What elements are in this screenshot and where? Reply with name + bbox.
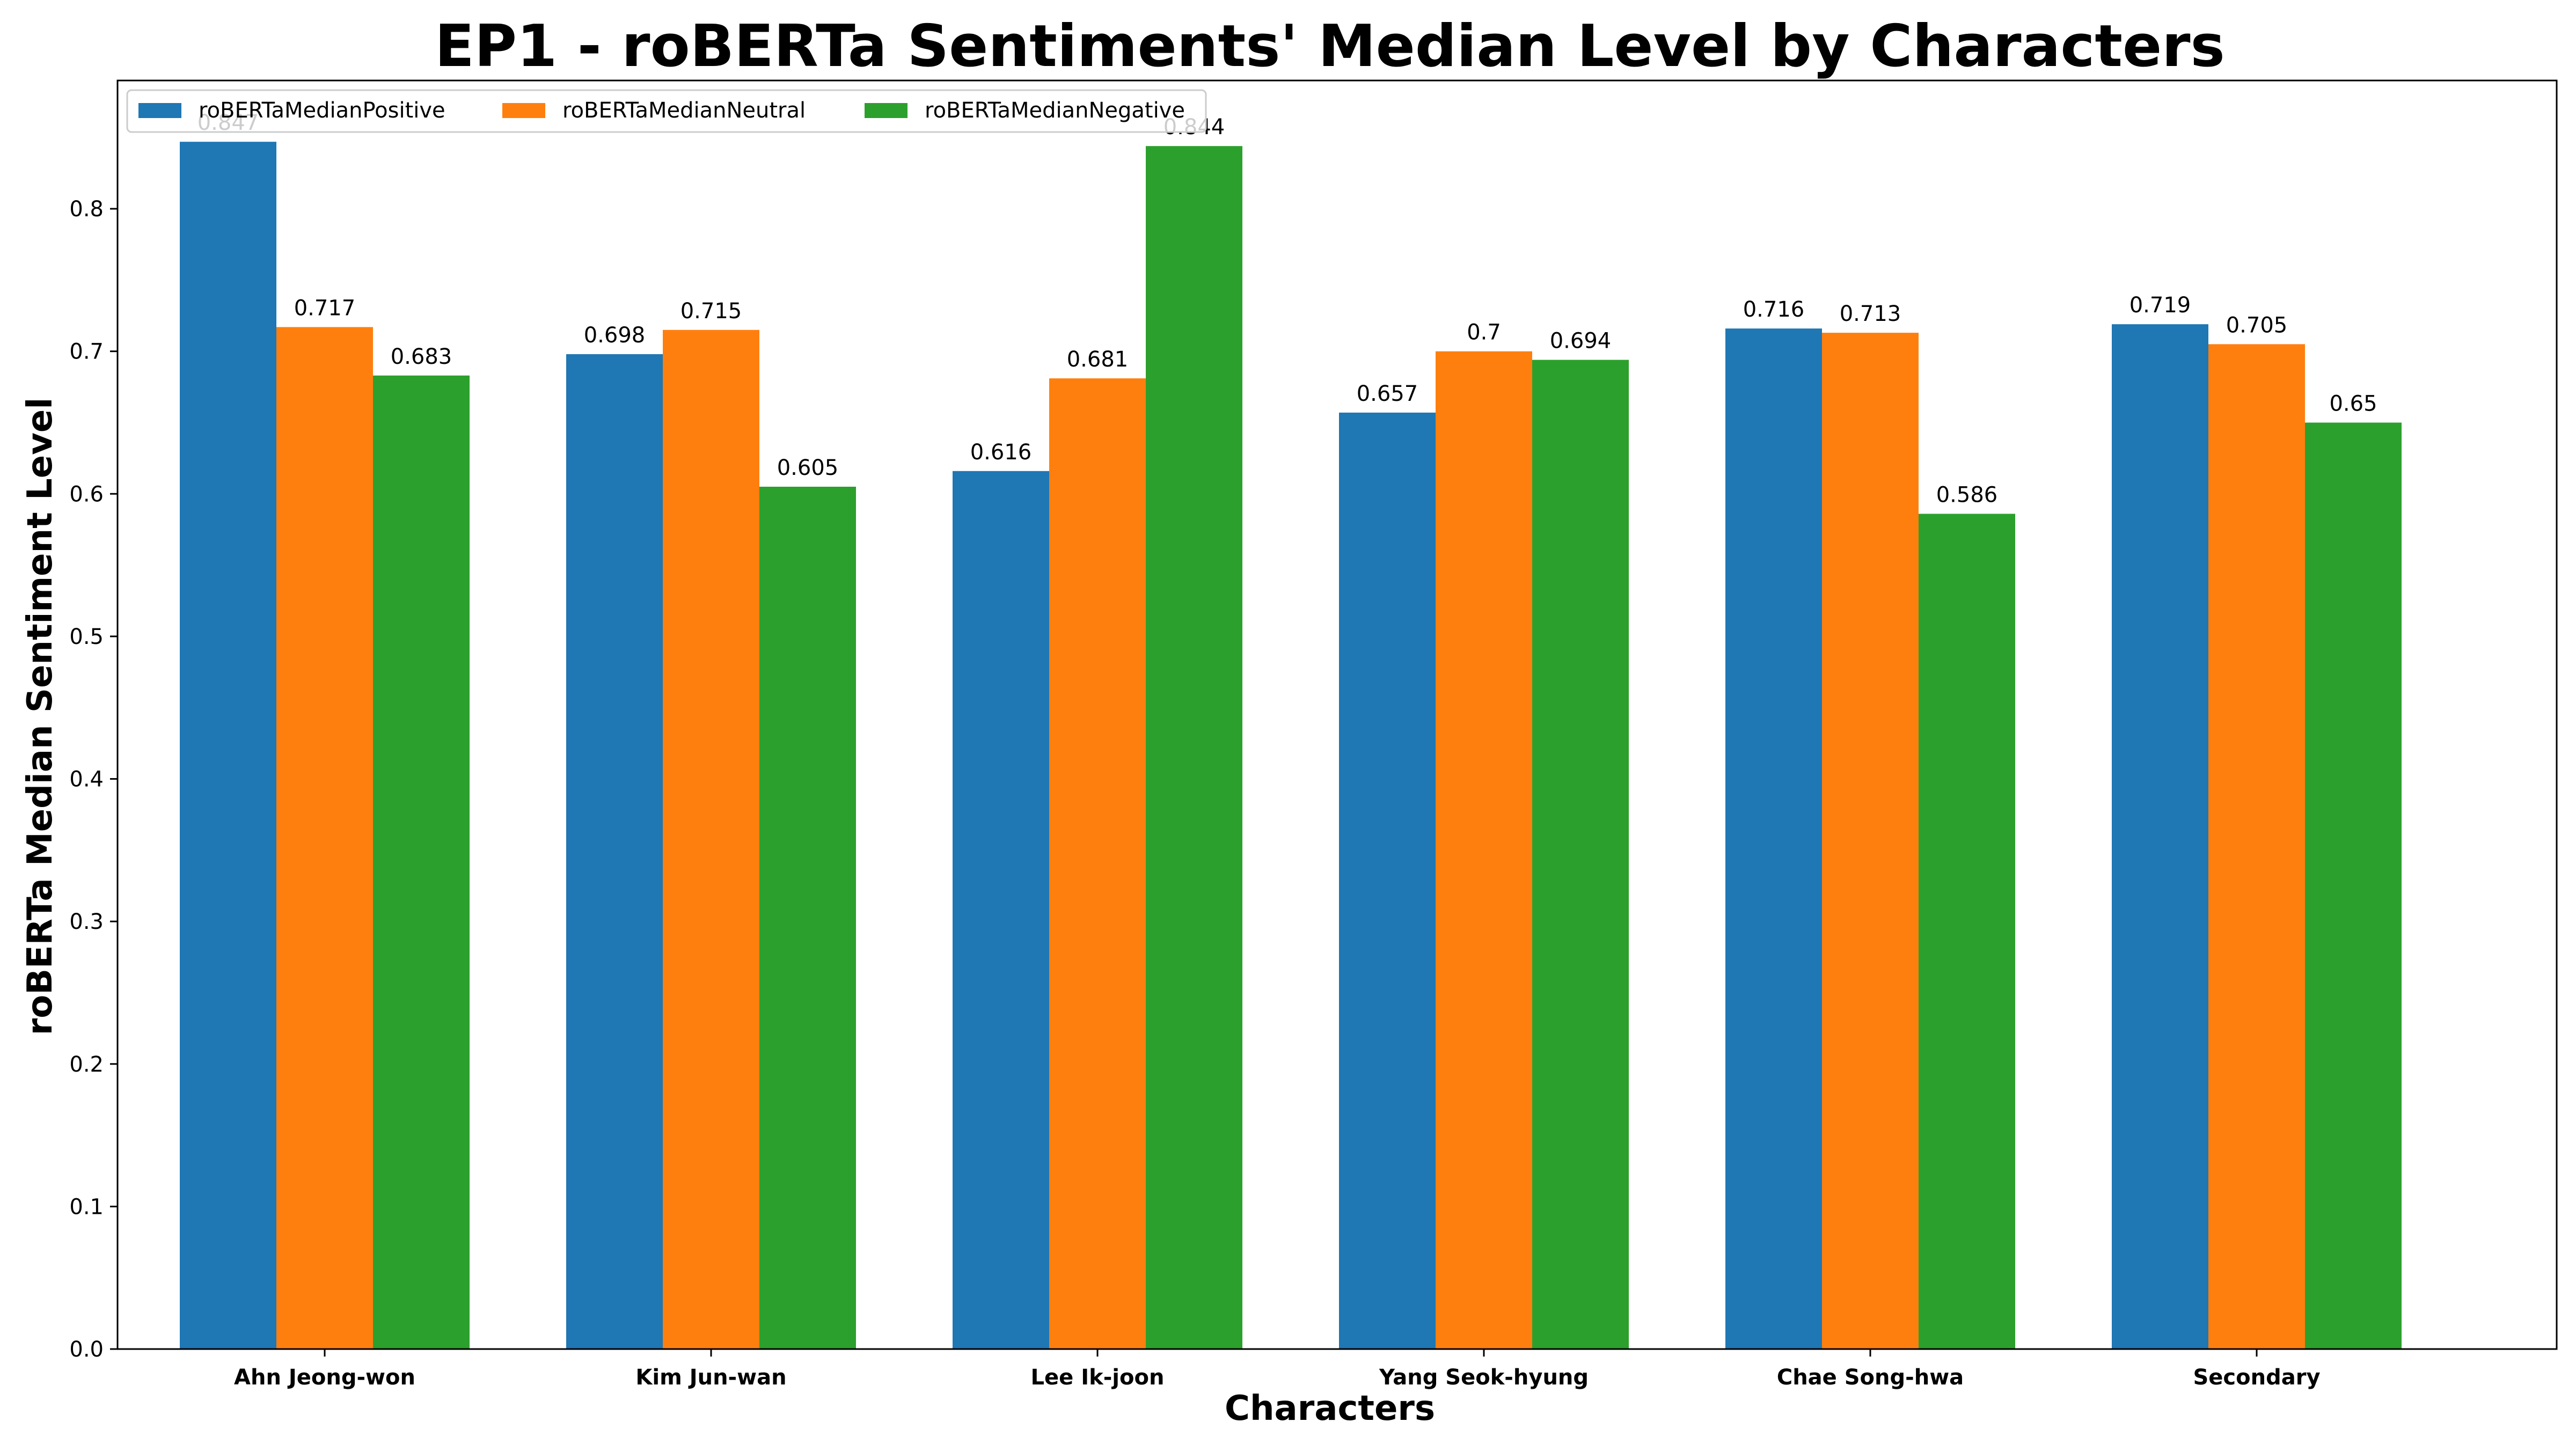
bar-roBERTaMedianNeutral-5 bbox=[2208, 344, 2305, 1349]
x-axis-label: Characters bbox=[1225, 1389, 1435, 1428]
bar-value-label: 0.694 bbox=[1550, 329, 1612, 354]
y-tick-label: 0.4 bbox=[69, 767, 104, 792]
x-tick-label: Lee Ik-joon bbox=[1031, 1365, 1165, 1390]
legend-label-roBERTaMedianNeutral: roBERTaMedianNeutral bbox=[562, 98, 806, 123]
bar-value-label: 0.713 bbox=[1840, 302, 1901, 326]
bar-roBERTaMedianNeutral-0 bbox=[276, 327, 373, 1349]
bar-roBERTaMedianNeutral-2 bbox=[1049, 378, 1146, 1349]
bar-roBERTaMedianPositive-1 bbox=[566, 354, 663, 1349]
y-tick-label: 0.6 bbox=[69, 482, 104, 507]
y-tick-label: 0.3 bbox=[69, 910, 104, 934]
bar-value-label: 0.616 bbox=[970, 440, 1032, 465]
bar-roBERTaMedianNegative-1 bbox=[759, 487, 856, 1349]
bar-value-label: 0.705 bbox=[2226, 313, 2288, 338]
y-tick-label: 0.1 bbox=[69, 1194, 104, 1219]
x-tick-label: Kim Jun-wan bbox=[635, 1365, 786, 1390]
legend-swatch-roBERTaMedianPositive bbox=[138, 103, 181, 118]
y-tick-label: 0.7 bbox=[69, 340, 104, 364]
y-tick-label: 0.2 bbox=[69, 1052, 104, 1077]
bar-value-label: 0.657 bbox=[1357, 382, 1418, 406]
bar-roBERTaMedianNeutral-3 bbox=[1436, 351, 1532, 1350]
legend-swatch-roBERTaMedianNegative bbox=[865, 103, 908, 118]
legend-swatch-roBERTaMedianNeutral bbox=[502, 103, 545, 118]
bar-roBERTaMedianPositive-3 bbox=[1339, 412, 1436, 1349]
chart-title: EP1 - roBERTa Sentiments' Median Level b… bbox=[435, 13, 2225, 80]
y-tick-label: 0.8 bbox=[69, 197, 104, 222]
bar-roBERTaMedianPositive-5 bbox=[2112, 324, 2208, 1350]
bar-roBERTaMedianNegative-0 bbox=[373, 375, 470, 1349]
x-tick-label: Ahn Jeong-won bbox=[234, 1365, 415, 1390]
legend-label-roBERTaMedianPositive: roBERTaMedianPositive bbox=[199, 98, 445, 123]
bar-roBERTaMedianPositive-2 bbox=[953, 471, 1049, 1349]
legend-label-roBERTaMedianNegative: roBERTaMedianNegative bbox=[925, 98, 1185, 123]
bar-value-label: 0.715 bbox=[680, 299, 742, 324]
y-axis-label: roBERTa Median Sentiment Level bbox=[20, 398, 60, 1036]
bar-roBERTaMedianNegative-3 bbox=[1532, 360, 1629, 1349]
y-tick-label: 0.5 bbox=[69, 625, 104, 649]
bar-roBERTaMedianNegative-4 bbox=[1919, 514, 2015, 1349]
bar-value-label: 0.586 bbox=[1936, 483, 1998, 508]
bar-roBERTaMedianNegative-5 bbox=[2305, 422, 2402, 1349]
bar-value-label: 0.7 bbox=[1467, 320, 1501, 345]
axes: 0.0 0.1 0.2 0.3 0.4 0.5 0.6 0.7 0.8 Ahn Jeong-won… bbox=[69, 79, 2558, 1390]
bar-value-label: 0.65 bbox=[2329, 392, 2377, 416]
plot-area: 0.8470.6980.6160.6570.7160.7190.7170.715… bbox=[180, 111, 2402, 1350]
x-tick-label: Secondary bbox=[2193, 1365, 2320, 1390]
bar-roBERTaMedianPositive-4 bbox=[1725, 328, 1822, 1350]
bar-roBERTaMedianNeutral-1 bbox=[663, 329, 759, 1349]
bar-roBERTaMedianNegative-2 bbox=[1146, 146, 1242, 1350]
plot-frame bbox=[116, 79, 2558, 1350]
legend-box bbox=[126, 89, 1207, 133]
bar-value-label: 0.717 bbox=[294, 296, 356, 321]
bar-value-label: 0.683 bbox=[391, 345, 452, 369]
y-tick-label: 0.0 bbox=[69, 1337, 104, 1362]
bar-value-label: 0.719 bbox=[2129, 293, 2191, 318]
legend: roBERTaMedianPositive roBERTaMedianNeutra… bbox=[126, 89, 1207, 133]
bar-roBERTaMedianNeutral-4 bbox=[1822, 333, 1919, 1349]
bar-roBERTaMedianPositive-0 bbox=[180, 142, 276, 1350]
bar-value-label: 0.698 bbox=[584, 323, 646, 348]
bar-value-label: 0.605 bbox=[777, 456, 839, 480]
bar-value-label: 0.716 bbox=[1743, 297, 1805, 322]
x-tick-label: Yang Seok-hyung bbox=[1379, 1365, 1589, 1390]
bar-value-label: 0.681 bbox=[1067, 347, 1129, 372]
x-tick-label: Chae Song-hwa bbox=[1777, 1365, 1964, 1390]
